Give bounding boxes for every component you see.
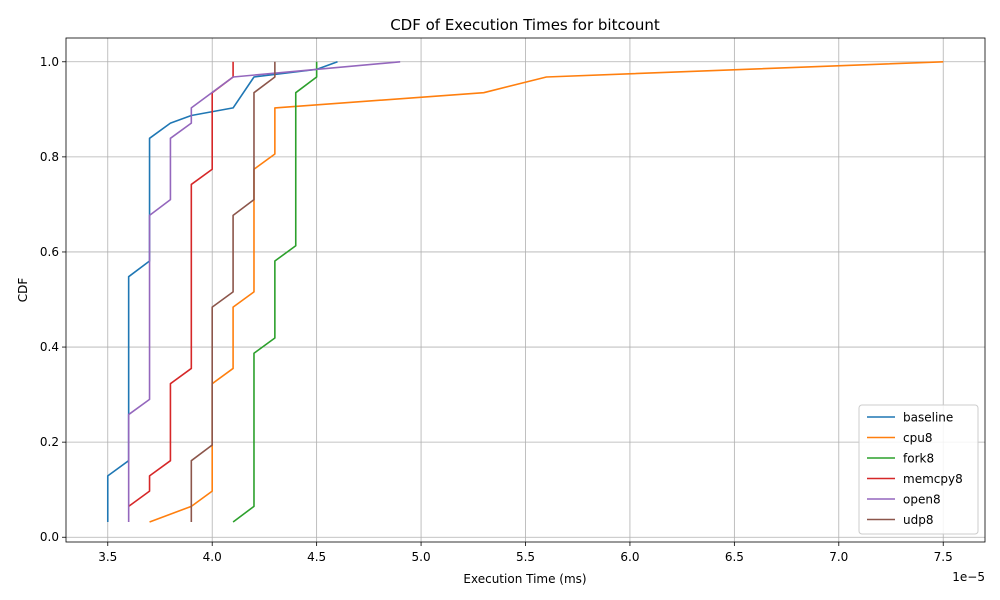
chart-title: CDF of Execution Times for bitcount [390, 16, 660, 34]
legend-label-open8: open8 [903, 493, 941, 507]
y-tick-label: 0.8 [40, 150, 59, 164]
series-line-baseline [106, 61, 338, 523]
y-tick-label: 1.0 [40, 55, 59, 69]
legend-label-cpu8: cpu8 [903, 431, 932, 445]
x-axis-label: Execution Time (ms) [463, 572, 586, 586]
y-axis-ticks: 0.0 0.2 0.4 0.6 0.8 1.0 [40, 55, 66, 544]
legend-label-memcpy8: memcpy8 [903, 472, 963, 486]
x-tick-label: 7.0 [829, 550, 848, 564]
x-axis-ticks: 3.5 4.0 4.5 5.0 5.5 6.0 6.5 7.0 7.5 [98, 542, 953, 564]
series-line-udp8 [190, 61, 276, 523]
y-tick-label: 0.6 [40, 245, 59, 259]
x-tick-label: 6.5 [725, 550, 744, 564]
y-tick-label: 0.2 [40, 435, 59, 449]
series-line-cpu8 [149, 60, 944, 523]
series-lines [106, 60, 944, 523]
series-line-open8 [127, 60, 401, 523]
x-tick-label: 5.0 [412, 550, 431, 564]
x-tick-label: 4.5 [307, 550, 326, 564]
grid [66, 38, 985, 542]
series-line-fork8 [232, 61, 318, 523]
legend-label-baseline: baseline [903, 411, 953, 425]
x-tick-label: 6.0 [620, 550, 639, 564]
x-tick-label: 7.5 [934, 550, 953, 564]
x-axis-offset-label: 1e−5 [952, 570, 985, 584]
x-tick-label: 3.5 [98, 550, 117, 564]
y-tick-label: 0.4 [40, 340, 59, 354]
x-tick-label: 5.5 [516, 550, 535, 564]
y-tick-label: 0.0 [40, 530, 59, 544]
y-axis-label: CDF [16, 278, 30, 303]
x-tick-label: 4.0 [203, 550, 222, 564]
legend-label-fork8: fork8 [903, 452, 934, 466]
legend: baseline cpu8 fork8 memcpy8 open8 udp8 [858, 404, 979, 535]
legend-label-udp8: udp8 [903, 513, 933, 527]
